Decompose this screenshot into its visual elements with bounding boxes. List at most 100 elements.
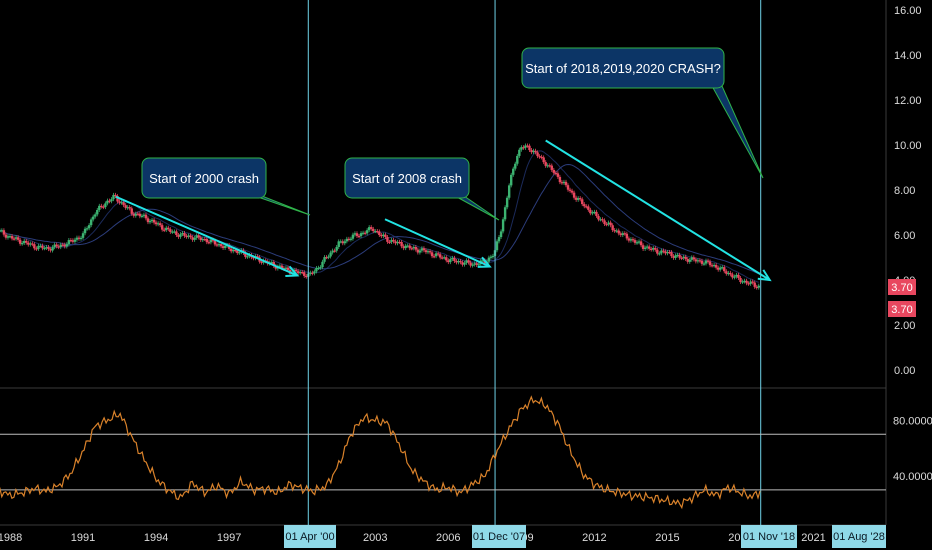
- candle-down: [534, 150, 537, 153]
- candle-up: [658, 253, 661, 255]
- date-tag-2007-label: 01 Dec '07: [473, 531, 525, 543]
- candle-down: [199, 237, 202, 241]
- candle-up: [298, 272, 302, 274]
- candle-up: [120, 202, 123, 204]
- candle-up: [23, 240, 26, 244]
- candle-up: [499, 231, 503, 238]
- candle-down: [641, 245, 645, 249]
- candle-up: [335, 246, 338, 251]
- annotation-2018[interactable]: Start of 2018,2019,2020 CRASH?: [521, 47, 764, 179]
- price-axis-tick-label: 6.00: [894, 230, 915, 242]
- candle-up: [142, 214, 146, 216]
- candle-down: [146, 218, 150, 223]
- candle-down: [453, 257, 456, 262]
- candle-up: [96, 209, 99, 215]
- candle-down: [597, 215, 600, 220]
- candle-down: [272, 262, 275, 266]
- price-axis-tick-label: 14.00: [894, 50, 922, 62]
- candle-up: [309, 272, 312, 274]
- candle-down: [459, 260, 462, 263]
- candle-up: [412, 246, 416, 249]
- candle-down: [686, 259, 689, 262]
- candle-down: [436, 253, 440, 255]
- candle-up: [339, 241, 342, 243]
- candle-up: [104, 203, 107, 208]
- time-axis-tick-label: 2003: [363, 532, 387, 544]
- candle-up: [85, 228, 89, 230]
- candle-up: [317, 267, 320, 269]
- candle-down: [128, 207, 131, 209]
- trend-arrow-line: [545, 139, 771, 281]
- candle-up: [666, 252, 669, 254]
- candle-up: [134, 213, 138, 216]
- candle-up: [727, 272, 730, 275]
- candle-up: [735, 274, 738, 277]
- candle-up: [284, 267, 288, 269]
- vertical-markers: [307, 0, 762, 525]
- candle-down: [574, 197, 578, 200]
- candle-down: [252, 257, 255, 259]
- candle-up: [404, 245, 407, 249]
- candle-down: [542, 157, 545, 163]
- candle-down: [236, 250, 239, 253]
- candle-down: [416, 249, 420, 253]
- candle-up: [171, 231, 174, 233]
- candle-up: [349, 238, 353, 240]
- annotation-2000[interactable]: Start of 2000 crash: [141, 157, 311, 216]
- candle-up: [361, 232, 365, 234]
- candle-down: [617, 230, 620, 234]
- candle-down: [570, 190, 574, 193]
- candle-down: [625, 233, 629, 239]
- candle-down: [739, 277, 742, 283]
- candle-down: [568, 189, 572, 191]
- candle-up: [676, 254, 679, 257]
- candle-down: [475, 263, 478, 265]
- candle-down: [609, 222, 612, 226]
- candle-up: [518, 149, 521, 156]
- trend-arrow-head: [477, 256, 492, 268]
- candle-up: [246, 256, 249, 258]
- candle-up: [652, 247, 655, 250]
- candle-up: [637, 241, 641, 243]
- candle-down: [694, 259, 698, 262]
- candle-up: [94, 214, 97, 217]
- candle-up: [643, 247, 647, 249]
- candle-up: [481, 260, 484, 262]
- candle-up: [501, 219, 505, 232]
- candle-down: [414, 246, 418, 250]
- candle-up: [629, 239, 633, 241]
- candle-down: [197, 235, 200, 238]
- candle-up: [51, 247, 54, 251]
- candle-up: [749, 281, 752, 284]
- candle-down: [388, 241, 391, 244]
- price-axis-tick-label: 12.00: [894, 95, 922, 107]
- candle-up: [173, 231, 176, 233]
- annotation-2008[interactable]: Start of 2008 crash: [344, 157, 500, 221]
- candle-down: [554, 172, 558, 175]
- candle-up: [238, 252, 241, 254]
- price-axis-tick-label: 2.00: [894, 320, 915, 332]
- candle-down: [432, 256, 436, 258]
- candle-down: [57, 246, 60, 248]
- candle-down: [100, 205, 103, 208]
- candle-up: [443, 257, 446, 259]
- candle-up: [721, 267, 724, 269]
- candle-down: [144, 214, 148, 219]
- candle-down: [605, 223, 608, 226]
- time-axis-tick-label: 2015: [655, 532, 679, 544]
- candle-down: [384, 234, 387, 238]
- candle-up: [418, 250, 422, 253]
- date-tag-2018-bg: [741, 525, 797, 548]
- candle-up: [321, 261, 324, 268]
- candle-down: [700, 260, 704, 264]
- annotation-2018-box: [521, 47, 725, 89]
- candle-down: [445, 257, 448, 261]
- candle-up: [704, 260, 708, 264]
- date-tag-2028-label: 01 Aug '28: [833, 531, 885, 543]
- candle-down: [136, 213, 140, 215]
- candle-down: [10, 236, 14, 239]
- candle-up: [465, 260, 468, 263]
- candle-down: [363, 232, 367, 234]
- candle-down: [560, 182, 564, 184]
